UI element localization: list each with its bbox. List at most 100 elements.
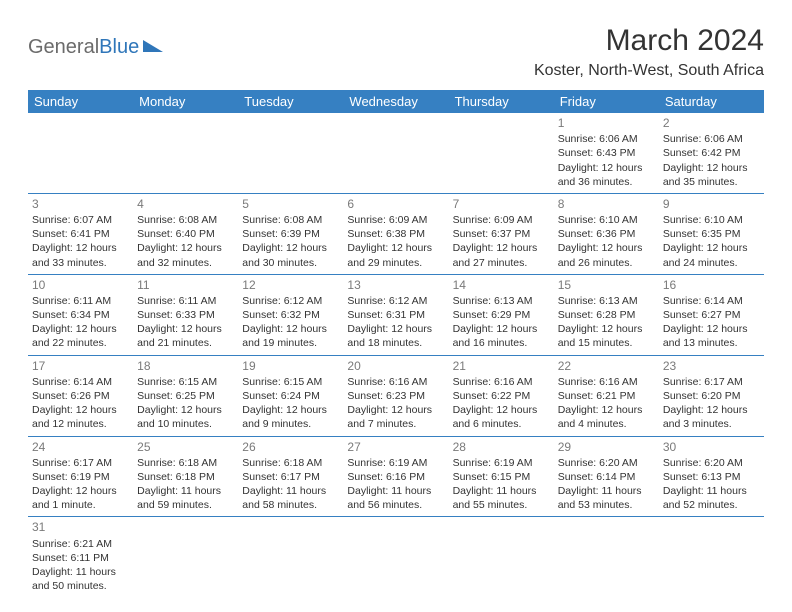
daylight1-text: Daylight: 11 hours — [242, 484, 339, 498]
daylight2-text: and 1 minute. — [32, 498, 129, 512]
calendar-cell: 19Sunrise: 6:15 AMSunset: 6:24 PMDayligh… — [238, 355, 343, 436]
location-label: Koster, North-West, South Africa — [534, 62, 764, 80]
sunrise-text: Sunrise: 6:07 AM — [32, 213, 129, 227]
sunrise-text: Sunrise: 6:21 AM — [32, 537, 129, 551]
sunrise-text: Sunrise: 6:08 AM — [242, 213, 339, 227]
day-number: 5 — [242, 196, 339, 212]
calendar-cell — [133, 113, 238, 193]
sunset-text: Sunset: 6:16 PM — [347, 470, 444, 484]
daylight1-text: Daylight: 12 hours — [32, 241, 129, 255]
daylight1-text: Daylight: 12 hours — [137, 241, 234, 255]
sunset-text: Sunset: 6:37 PM — [453, 227, 550, 241]
sunrise-text: Sunrise: 6:09 AM — [347, 213, 444, 227]
sunset-text: Sunset: 6:33 PM — [137, 308, 234, 322]
daylight1-text: Daylight: 12 hours — [663, 403, 760, 417]
day-number: 9 — [663, 196, 760, 212]
day-number: 4 — [137, 196, 234, 212]
day-number: 10 — [32, 277, 129, 293]
calendar-cell — [238, 517, 343, 597]
day-number: 27 — [347, 439, 444, 455]
sunset-text: Sunset: 6:26 PM — [32, 389, 129, 403]
sunset-text: Sunset: 6:31 PM — [347, 308, 444, 322]
day-number: 11 — [137, 277, 234, 293]
daylight2-text: and 18 minutes. — [347, 336, 444, 350]
calendar-week-row: 31Sunrise: 6:21 AMSunset: 6:11 PMDayligh… — [28, 517, 764, 597]
daylight1-text: Daylight: 12 hours — [453, 241, 550, 255]
day-number: 7 — [453, 196, 550, 212]
weekday-header: Tuesday — [238, 90, 343, 113]
daylight1-text: Daylight: 12 hours — [558, 322, 655, 336]
sunset-text: Sunset: 6:27 PM — [663, 308, 760, 322]
calendar-cell: 14Sunrise: 6:13 AMSunset: 6:29 PMDayligh… — [449, 274, 554, 355]
day-number: 25 — [137, 439, 234, 455]
daylight1-text: Daylight: 12 hours — [242, 322, 339, 336]
weekday-header: Sunday — [28, 90, 133, 113]
sunset-text: Sunset: 6:39 PM — [242, 227, 339, 241]
daylight2-text: and 58 minutes. — [242, 498, 339, 512]
daylight1-text: Daylight: 11 hours — [558, 484, 655, 498]
sunset-text: Sunset: 6:23 PM — [347, 389, 444, 403]
sunset-text: Sunset: 6:43 PM — [558, 146, 655, 160]
calendar-cell: 12Sunrise: 6:12 AMSunset: 6:32 PMDayligh… — [238, 274, 343, 355]
calendar-cell: 20Sunrise: 6:16 AMSunset: 6:23 PMDayligh… — [343, 355, 448, 436]
daylight2-text: and 12 minutes. — [32, 417, 129, 431]
day-number: 12 — [242, 277, 339, 293]
brand-part1: General — [28, 36, 99, 59]
calendar-cell — [133, 517, 238, 597]
calendar-cell: 24Sunrise: 6:17 AMSunset: 6:19 PMDayligh… — [28, 436, 133, 517]
day-number: 18 — [137, 358, 234, 374]
daylight2-text: and 4 minutes. — [558, 417, 655, 431]
calendar-cell — [343, 113, 448, 193]
header: GeneralBlue March 2024 Koster, North-Wes… — [28, 24, 764, 80]
weekday-header: Thursday — [449, 90, 554, 113]
weekday-header: Friday — [554, 90, 659, 113]
sunset-text: Sunset: 6:24 PM — [242, 389, 339, 403]
sunset-text: Sunset: 6:11 PM — [32, 551, 129, 565]
daylight1-text: Daylight: 11 hours — [347, 484, 444, 498]
sunrise-text: Sunrise: 6:17 AM — [663, 375, 760, 389]
day-number: 22 — [558, 358, 655, 374]
daylight2-text: and 32 minutes. — [137, 256, 234, 270]
calendar-week-row: 3Sunrise: 6:07 AMSunset: 6:41 PMDaylight… — [28, 193, 764, 274]
calendar-cell: 30Sunrise: 6:20 AMSunset: 6:13 PMDayligh… — [659, 436, 764, 517]
calendar-cell — [28, 113, 133, 193]
daylight2-text: and 59 minutes. — [137, 498, 234, 512]
sunrise-text: Sunrise: 6:06 AM — [663, 132, 760, 146]
calendar-cell: 15Sunrise: 6:13 AMSunset: 6:28 PMDayligh… — [554, 274, 659, 355]
day-number: 24 — [32, 439, 129, 455]
calendar-cell — [449, 517, 554, 597]
brand-part2: Blue — [99, 36, 139, 59]
calendar-cell: 28Sunrise: 6:19 AMSunset: 6:15 PMDayligh… — [449, 436, 554, 517]
day-number: 20 — [347, 358, 444, 374]
sunrise-text: Sunrise: 6:15 AM — [137, 375, 234, 389]
sunset-text: Sunset: 6:20 PM — [663, 389, 760, 403]
sunrise-text: Sunrise: 6:16 AM — [453, 375, 550, 389]
calendar-cell: 31Sunrise: 6:21 AMSunset: 6:11 PMDayligh… — [28, 517, 133, 597]
daylight2-text: and 19 minutes. — [242, 336, 339, 350]
calendar-cell: 5Sunrise: 6:08 AMSunset: 6:39 PMDaylight… — [238, 193, 343, 274]
daylight2-text: and 9 minutes. — [242, 417, 339, 431]
sunset-text: Sunset: 6:21 PM — [558, 389, 655, 403]
calendar-cell: 10Sunrise: 6:11 AMSunset: 6:34 PMDayligh… — [28, 274, 133, 355]
sunrise-text: Sunrise: 6:14 AM — [32, 375, 129, 389]
sunrise-text: Sunrise: 6:18 AM — [242, 456, 339, 470]
sunset-text: Sunset: 6:14 PM — [558, 470, 655, 484]
sunrise-text: Sunrise: 6:17 AM — [32, 456, 129, 470]
day-number: 14 — [453, 277, 550, 293]
daylight1-text: Daylight: 12 hours — [663, 322, 760, 336]
calendar-cell: 11Sunrise: 6:11 AMSunset: 6:33 PMDayligh… — [133, 274, 238, 355]
day-number: 21 — [453, 358, 550, 374]
sunset-text: Sunset: 6:13 PM — [663, 470, 760, 484]
daylight1-text: Daylight: 11 hours — [137, 484, 234, 498]
daylight1-text: Daylight: 12 hours — [558, 403, 655, 417]
daylight1-text: Daylight: 12 hours — [242, 403, 339, 417]
daylight1-text: Daylight: 12 hours — [242, 241, 339, 255]
sunrise-text: Sunrise: 6:19 AM — [453, 456, 550, 470]
calendar-cell: 7Sunrise: 6:09 AMSunset: 6:37 PMDaylight… — [449, 193, 554, 274]
sunrise-text: Sunrise: 6:19 AM — [347, 456, 444, 470]
sunrise-text: Sunrise: 6:16 AM — [347, 375, 444, 389]
calendar-cell: 8Sunrise: 6:10 AMSunset: 6:36 PMDaylight… — [554, 193, 659, 274]
daylight2-text: and 15 minutes. — [558, 336, 655, 350]
calendar-cell: 17Sunrise: 6:14 AMSunset: 6:26 PMDayligh… — [28, 355, 133, 436]
calendar-cell: 3Sunrise: 6:07 AMSunset: 6:41 PMDaylight… — [28, 193, 133, 274]
